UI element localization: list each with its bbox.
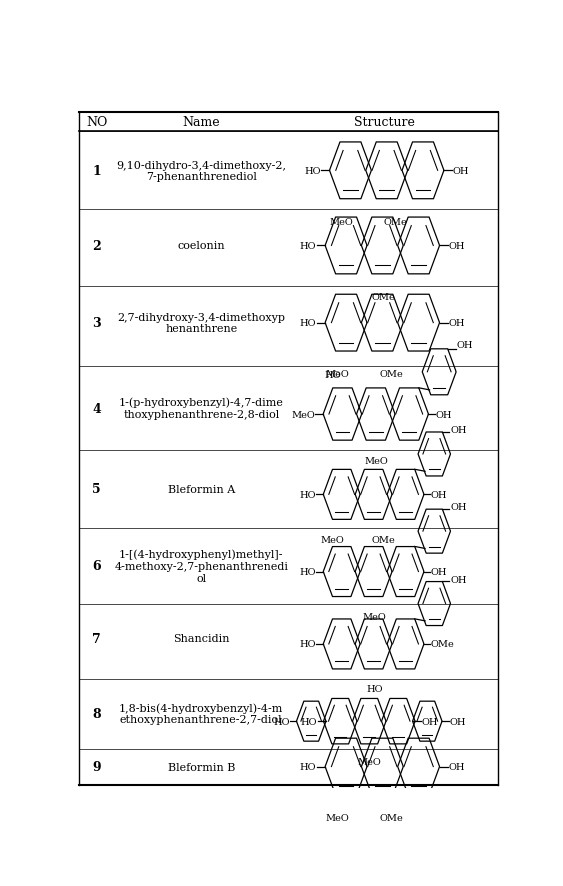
Text: HO: HO (300, 242, 316, 251)
Text: coelonin: coelonin (177, 241, 225, 251)
Text: OH: OH (448, 762, 465, 771)
Text: OH: OH (457, 341, 473, 350)
Text: OH: OH (453, 167, 469, 175)
Text: OH: OH (449, 717, 466, 726)
Text: HO: HO (299, 490, 315, 500)
Text: HO: HO (301, 717, 318, 726)
Text: 9: 9 (92, 760, 101, 773)
Text: HO: HO (299, 640, 315, 649)
Text: MeO: MeO (325, 369, 349, 378)
Text: 5: 5 (92, 483, 101, 495)
Text: OMe: OMe (372, 535, 396, 544)
Text: 7: 7 (92, 632, 101, 645)
Text: 9,10-dihydro-3,4-dimethoxy-2,
7-phenanthrenediol: 9,10-dihydro-3,4-dimethoxy-2, 7-phenanth… (117, 160, 286, 182)
Text: Shancidin: Shancidin (173, 633, 230, 643)
Text: Name: Name (182, 116, 220, 129)
Text: OMe: OMe (379, 813, 403, 822)
Text: OH: OH (448, 319, 465, 328)
Text: HO: HO (273, 717, 289, 726)
Text: 6: 6 (92, 560, 101, 572)
Text: MeO: MeO (363, 612, 386, 621)
Text: MeO: MeO (321, 535, 345, 544)
Text: OMe: OMe (372, 292, 395, 301)
Text: HO: HO (324, 371, 341, 380)
Text: Structure: Structure (354, 116, 415, 129)
Text: MeO: MeO (291, 410, 315, 419)
Text: HO: HO (300, 762, 316, 771)
Text: 1-(p-hydroxybenzyl)-4,7-dime
thoxyphenanthrene-2,8-diol: 1-(p-hydroxybenzyl)-4,7-dime thoxyphenan… (119, 398, 284, 420)
Text: 1-[(4-hydroxyphenyl)methyl]-
4-methoxy-2,7-phenanthrenedi
ol: 1-[(4-hydroxyphenyl)methyl]- 4-methoxy-2… (114, 549, 288, 583)
Text: OMe: OMe (383, 217, 407, 227)
Text: MeO: MeO (365, 457, 388, 466)
Text: 1,8-bis(4-hydroxybenzyl)-4-m
ethoxyphenanthrene-2,7-diol: 1,8-bis(4-hydroxybenzyl)-4-m ethoxyphena… (119, 703, 283, 725)
Text: HO: HO (300, 319, 316, 328)
Text: Bleformin A: Bleformin A (168, 484, 235, 494)
Text: OH: OH (431, 567, 447, 577)
Text: OMe: OMe (431, 640, 454, 649)
Text: 2,7-dihydroxy-3,4-dimethoxyp
henanthrene: 2,7-dihydroxy-3,4-dimethoxyp henanthrene (117, 313, 285, 334)
Text: OH: OH (421, 717, 437, 726)
Text: OH: OH (448, 242, 465, 251)
Text: MeO: MeO (358, 758, 381, 766)
Text: OH: OH (451, 425, 467, 434)
Text: MeO: MeO (330, 217, 354, 227)
Text: OH: OH (431, 490, 447, 500)
Text: NO: NO (86, 116, 107, 129)
Text: 2: 2 (92, 240, 101, 253)
Text: Bleformin B: Bleformin B (168, 762, 235, 772)
Text: MeO: MeO (325, 813, 349, 822)
Text: 4: 4 (92, 402, 101, 415)
Text: 3: 3 (92, 317, 101, 330)
Text: OH: OH (451, 502, 467, 511)
Text: HO: HO (367, 684, 383, 694)
Text: HO: HO (299, 567, 315, 577)
Text: 1: 1 (92, 165, 101, 177)
Text: HO: HO (304, 167, 321, 175)
Text: OMe: OMe (379, 369, 403, 378)
Text: OH: OH (451, 575, 467, 584)
Text: 8: 8 (92, 707, 101, 720)
Text: OH: OH (436, 410, 452, 419)
